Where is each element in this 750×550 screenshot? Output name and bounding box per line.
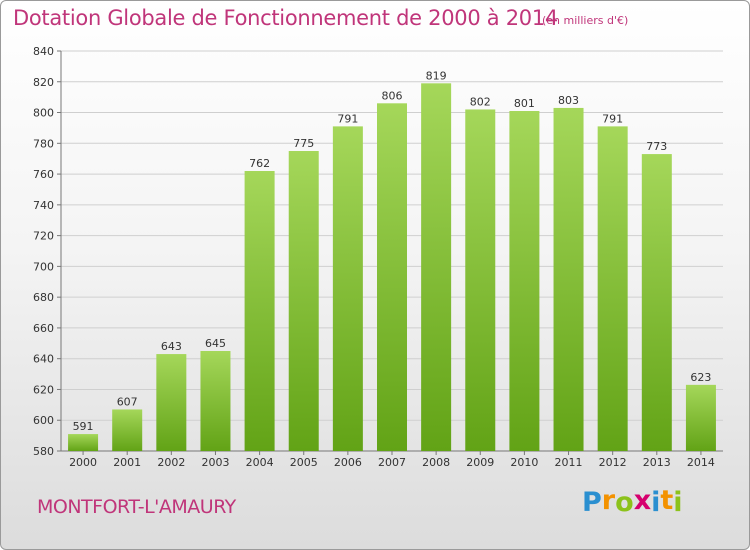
- chart-title: Dotation Globale de Fonctionnement de 20…: [13, 6, 558, 30]
- x-tick-label: 2010: [510, 456, 538, 469]
- bar: [68, 434, 99, 451]
- bar: [509, 111, 540, 451]
- x-tick-label: 2011: [555, 456, 583, 469]
- x-tick-label: 2012: [599, 456, 627, 469]
- bar-value-label: 791: [337, 112, 358, 125]
- logo-letter: i: [673, 487, 683, 518]
- bar-value-label: 623: [690, 371, 711, 384]
- proxiti-logo: Proxiti: [582, 485, 683, 518]
- bar: [288, 151, 319, 451]
- logo-letter: r: [601, 485, 616, 516]
- bar: [156, 354, 187, 451]
- x-tick-label: 2000: [69, 456, 97, 469]
- y-tick-label: 660: [33, 322, 54, 335]
- bar-value-label: 819: [426, 69, 447, 82]
- y-tick-label: 720: [33, 230, 54, 243]
- y-tick-label: 760: [33, 168, 54, 181]
- chart-unit: (en milliers d'€): [542, 14, 629, 27]
- y-tick-label: 640: [33, 353, 54, 366]
- bar-value-label: 791: [602, 112, 623, 125]
- x-tick-label: 2005: [290, 456, 318, 469]
- bar: [597, 126, 628, 451]
- y-tick-label: 740: [33, 199, 54, 212]
- y-tick-label: 800: [33, 107, 54, 120]
- logo-letter: P: [582, 487, 602, 518]
- y-tick-label: 820: [33, 76, 54, 89]
- bar-value-label: 801: [514, 97, 535, 110]
- x-tick-label: 2003: [201, 456, 229, 469]
- bar-value-label: 645: [205, 337, 226, 350]
- y-tick-label: 580: [33, 445, 54, 458]
- x-tick-label: 2006: [334, 456, 362, 469]
- y-tick-label: 620: [33, 383, 54, 396]
- y-tick-label: 780: [33, 137, 54, 150]
- bar: [377, 103, 407, 452]
- bar-value-label: 607: [117, 395, 138, 408]
- bar-value-label: 643: [161, 340, 182, 353]
- bar: [200, 351, 231, 451]
- x-tick-label: 2004: [246, 456, 274, 469]
- y-tick-label: 700: [33, 260, 54, 273]
- bar: [112, 409, 143, 451]
- bar: [465, 109, 496, 451]
- logo-letter: t: [660, 485, 674, 516]
- bar-value-label: 773: [646, 140, 667, 153]
- bar: [244, 171, 275, 451]
- x-tick-label: 2009: [466, 456, 494, 469]
- bar-value-label: 802: [470, 95, 491, 108]
- x-tick-label: 2008: [422, 456, 450, 469]
- bar-value-label: 803: [558, 94, 579, 107]
- logo-letter: i: [651, 487, 661, 518]
- x-tick-label: 2014: [687, 456, 715, 469]
- bar-value-label: 591: [73, 420, 94, 433]
- x-tick-label: 2013: [643, 456, 671, 469]
- bar-value-label: 762: [249, 157, 270, 170]
- bar: [553, 107, 584, 451]
- city-name: MONTFORT-L'AMAURY: [37, 496, 236, 518]
- y-tick-label: 840: [33, 45, 54, 58]
- y-tick-label: 680: [33, 291, 54, 304]
- bar-value-label: 806: [382, 89, 403, 102]
- logo-letter: x: [633, 485, 652, 516]
- bar: [421, 83, 452, 452]
- x-tick-label: 2007: [378, 456, 406, 469]
- x-tick-label: 2001: [113, 456, 141, 469]
- x-tick-label: 2002: [157, 456, 185, 469]
- logo-letter: o: [615, 487, 634, 518]
- y-tick-label: 600: [33, 414, 54, 427]
- bar: [641, 154, 672, 452]
- bar-value-label: 775: [293, 137, 314, 150]
- bar: [685, 384, 716, 451]
- bar: [332, 126, 363, 451]
